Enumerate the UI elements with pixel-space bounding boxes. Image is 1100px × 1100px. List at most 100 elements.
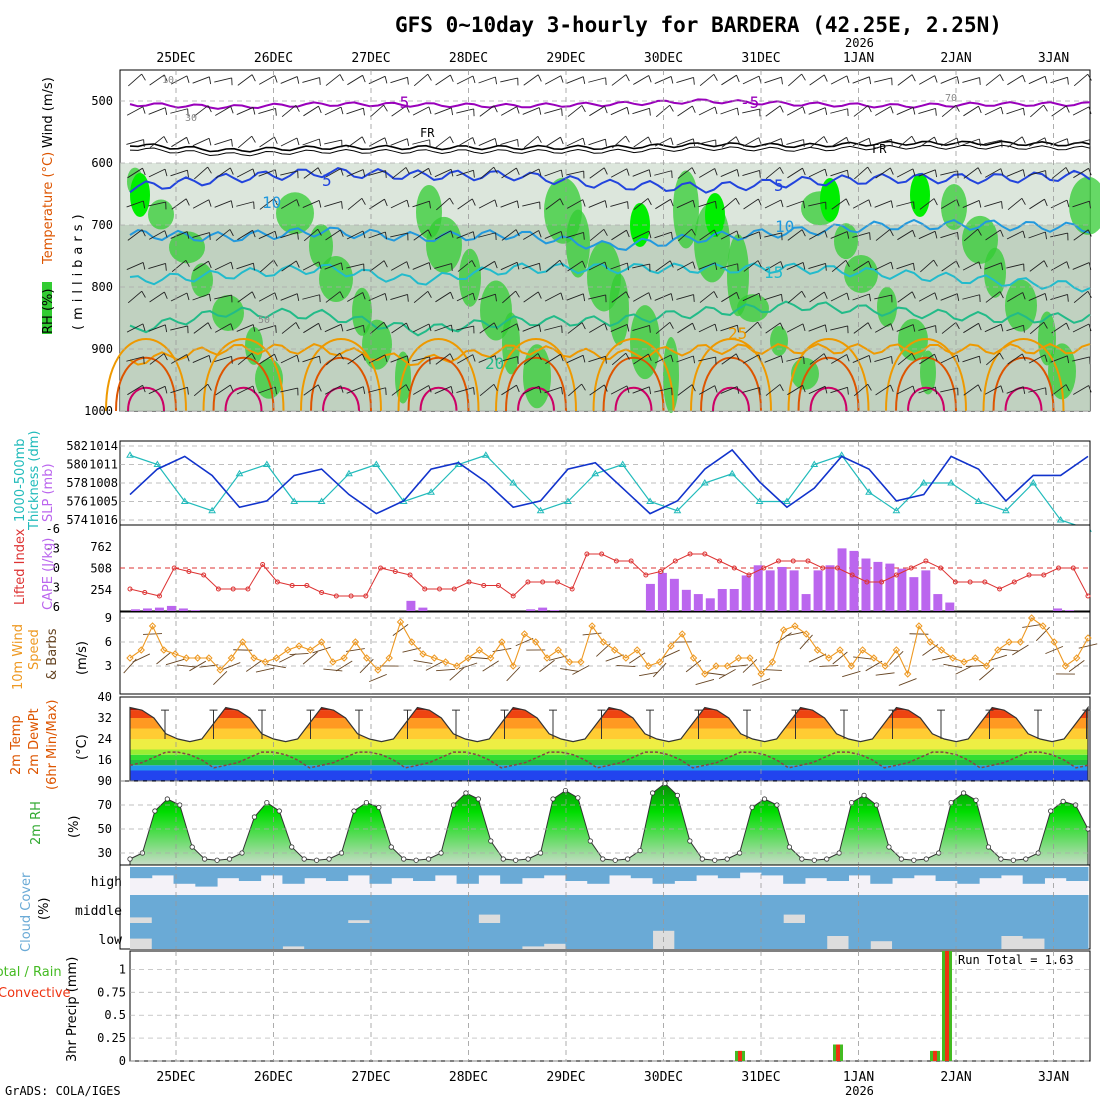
wind-speed-marker	[419, 650, 427, 658]
wind-side-label: Wind (m/s)	[41, 77, 56, 148]
barb-flag	[715, 201, 717, 209]
barb-shaft	[852, 76, 870, 84]
temp-contour--5	[129, 98, 1091, 110]
wind10-barb	[515, 637, 534, 647]
wind-barb	[720, 324, 739, 333]
barb-flag	[581, 383, 586, 391]
barb-flag	[956, 199, 960, 207]
barb-shaft	[919, 136, 935, 148]
lifted-index-marker	[731, 565, 737, 571]
barb-flag	[450, 169, 454, 177]
barb-shaft	[165, 658, 185, 666]
barb-shaft	[412, 262, 430, 270]
lifted-index-marker	[437, 586, 443, 592]
barb-flag	[207, 166, 212, 174]
rh-blob	[941, 184, 967, 231]
barb-shaft	[369, 673, 387, 683]
cape-bar	[801, 594, 811, 611]
wind-barb	[875, 229, 894, 241]
barb-shaft	[676, 261, 694, 271]
rh2m-marker	[911, 857, 917, 863]
surface-arch	[495, 338, 577, 412]
wind10-barb	[842, 670, 861, 678]
wind-barb	[347, 136, 366, 148]
wind-speed-marker	[261, 658, 269, 666]
precip-label: 3hr Precip (mm)	[65, 957, 80, 1062]
barb-shaft	[1006, 263, 1024, 269]
barb-flag	[318, 138, 322, 147]
barb-shaft	[896, 107, 914, 115]
barb-flag	[164, 107, 168, 115]
thickness-marker	[317, 497, 326, 504]
precip-total-label: Total / Rain	[0, 965, 62, 980]
cape-bar	[873, 561, 883, 611]
barb-flag	[780, 355, 784, 363]
barb-flag	[825, 202, 827, 210]
barb-shaft	[192, 76, 210, 84]
rh-blob	[426, 216, 462, 273]
wind10-barb	[629, 652, 646, 664]
barb-flag	[691, 167, 696, 175]
barb-shaft	[808, 324, 826, 332]
barb-shaft	[170, 386, 188, 394]
wind-speed-marker	[227, 654, 236, 662]
temp2m-tick-40: 40	[98, 690, 112, 704]
wind-barb	[920, 259, 938, 273]
barb-flag	[736, 386, 740, 394]
wind-barb	[522, 262, 541, 271]
wind-barb	[720, 230, 740, 240]
wind-barb	[324, 385, 344, 395]
wind-barb	[1072, 106, 1092, 116]
barb-shaft	[566, 76, 584, 84]
cape-tick-254: 254	[90, 583, 112, 597]
barb-shaft	[852, 355, 870, 363]
barb-shaft	[662, 649, 680, 659]
wind-barb	[742, 387, 761, 395]
rh-blob	[1069, 176, 1100, 235]
wind-barb	[941, 322, 960, 334]
barb-shaft	[390, 232, 408, 238]
wind-barb	[149, 353, 168, 365]
barb-flag	[868, 355, 872, 363]
cloud-cell	[609, 895, 632, 923]
wind-barb	[809, 291, 828, 303]
barb-flag	[515, 229, 520, 237]
barb-shaft	[1051, 167, 1067, 179]
millibars-label: (millibars)	[71, 209, 86, 330]
barb-flag	[823, 353, 828, 361]
barb-shaft	[1073, 290, 1089, 304]
surface-arch	[690, 338, 772, 412]
rh2m-marker	[985, 844, 992, 850]
barb-flag	[582, 76, 586, 84]
barb-shaft	[392, 624, 409, 636]
barb-shaft	[1072, 356, 1090, 362]
rh2m-marker	[649, 790, 656, 796]
rh2m-marker	[202, 856, 208, 862]
barb-shaft	[655, 260, 671, 272]
wind-barb	[875, 384, 894, 396]
wind-speed-marker	[1027, 614, 1036, 622]
wind-barb	[456, 325, 475, 334]
pressure-tick-800: 800	[91, 280, 113, 294]
wind-barb	[237, 135, 256, 149]
barb-flag	[208, 293, 212, 302]
cloud-cell	[151, 923, 175, 949]
cloud-cell	[521, 867, 545, 879]
thickness-tick-574: 574	[66, 513, 88, 527]
barb-flag	[1088, 168, 1092, 176]
wind-barb	[764, 138, 784, 146]
barb-flag	[625, 352, 630, 360]
barb-flag	[340, 324, 344, 332]
barb-flag	[669, 260, 674, 268]
barb-shaft	[699, 73, 715, 87]
barb-flag	[560, 231, 564, 239]
wind-barb	[281, 260, 300, 272]
barb-shaft	[368, 387, 386, 393]
wind-barb	[588, 200, 608, 208]
wind-barb	[456, 354, 476, 364]
wind-barb	[764, 232, 783, 241]
barb-shaft	[148, 230, 166, 240]
barb-flag	[803, 139, 805, 147]
year-bottom: 2026	[845, 1084, 874, 1098]
wind-barb	[413, 385, 432, 395]
